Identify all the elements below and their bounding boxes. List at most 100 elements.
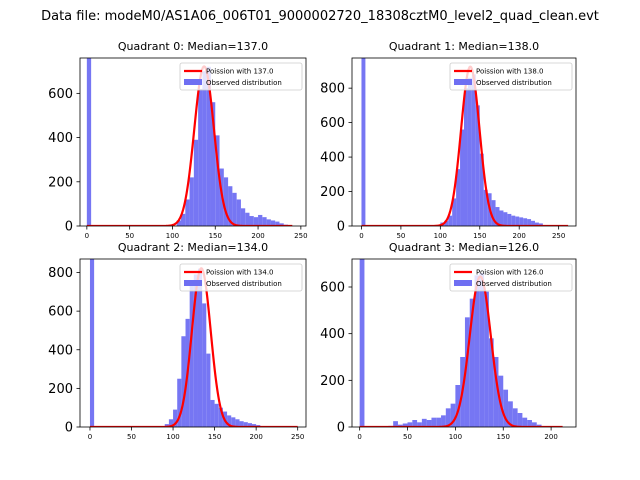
axes-frame: [79, 57, 307, 227]
histogram-bar: [450, 403, 456, 427]
x-tick-label: 50: [127, 433, 136, 441]
legend-bar-swatch: [454, 280, 472, 286]
histogram-bar: [202, 303, 207, 427]
legend-observed-label: Observed distribution: [206, 280, 282, 288]
histogram-bar: [431, 417, 437, 427]
legend-box: [179, 62, 303, 91]
histogram-bar: [206, 353, 211, 427]
x-tick-label: 100: [449, 433, 462, 441]
x-tick-label: 0: [357, 433, 361, 441]
legend-observed-label: Observed distribution: [206, 79, 282, 87]
histogram-bar: [177, 378, 182, 427]
legend: Poission with 134.0 Observed distribution: [179, 263, 303, 292]
legend-poisson-label: Poission with 126.0: [476, 269, 544, 277]
histogram-bar: [228, 186, 233, 226]
y-tick-label: 800: [48, 266, 73, 281]
histogram-bar: [393, 421, 398, 427]
y-tick-label: 400: [48, 343, 73, 358]
x-tick-label: 200: [249, 433, 262, 441]
histogram-bar: [270, 220, 276, 226]
quadrant-2-title: Quadrant 2: Median=134.0: [118, 241, 268, 254]
x-tick-label: 150: [497, 433, 510, 441]
histogram-bar: [441, 415, 446, 427]
y-tick-label: 600: [48, 87, 73, 102]
histogram-bar: [536, 424, 542, 427]
histogram-bar: [531, 220, 535, 226]
histogram-bar: [164, 424, 169, 427]
histogram-bar: [176, 220, 182, 226]
legend-poisson-label: Poission with 138.0: [476, 68, 544, 76]
histogram-bar: [460, 129, 464, 226]
histogram-bar: [464, 88, 468, 226]
histogram-bar: [193, 274, 198, 427]
x-tick-label: 100: [166, 433, 179, 441]
histogram-bar: [421, 418, 427, 427]
histogram-bar: [479, 153, 484, 226]
histogram-bar: [266, 219, 271, 226]
histogram-bar: [402, 423, 408, 427]
histogram-bar: [469, 298, 475, 427]
y-tick-label: 0: [65, 421, 73, 436]
histogram-bar: [279, 223, 284, 226]
x-tick-label: 150: [473, 232, 486, 240]
x-tick-label: 250: [291, 433, 304, 441]
histogram-bar: [397, 424, 403, 427]
histogram-bar: [426, 420, 432, 427]
histogram-bar: [511, 215, 516, 226]
x-tick-label: 100: [166, 232, 179, 240]
histogram-bar: [168, 419, 174, 427]
histogram-bar: [495, 207, 500, 226]
histogram-bar: [515, 216, 520, 226]
histogram-bar: [251, 424, 257, 427]
histogram-bar: [223, 177, 229, 226]
y-tick-label: 600: [48, 305, 73, 320]
quadrant-3-plot-area: [359, 259, 563, 427]
histogram-bar: [86, 58, 92, 226]
histogram-bar: [475, 105, 480, 226]
x-tick-label: 50: [403, 433, 412, 441]
y-tick-label: 600: [320, 116, 345, 131]
histogram-bar: [512, 408, 518, 427]
histogram-bar: [240, 208, 246, 226]
x-tick-label: 0: [88, 433, 92, 441]
x-tick-label: 100: [434, 232, 447, 240]
quadrant-1-panel: Quadrant 1: Median=138.0 0 50 100 150 200 250 0…: [320, 40, 577, 240]
histogram-bar: [417, 422, 422, 427]
y-tick-label: 0: [337, 421, 345, 436]
quadrant-3-title: Quadrant 3: Median=126.0: [389, 241, 539, 254]
histogram-bar: [517, 413, 523, 427]
quadrant-3-panel: Quadrant 3: Median=126.0 0 50 100 150 200 0 200…: [320, 241, 577, 441]
histogram-bar: [499, 210, 504, 226]
x-tick-label: 250: [294, 232, 307, 240]
legend-poisson-label: Poission with 134.0: [206, 269, 274, 277]
x-tick-label: 150: [208, 433, 221, 441]
histogram-bar: [247, 423, 252, 427]
histogram-bar: [474, 275, 480, 427]
quadrant-1-plot-area: [361, 58, 569, 226]
histogram-bar: [456, 169, 461, 226]
legend-poisson-label: Poission with 137.0: [206, 68, 274, 76]
y-tick-label: 200: [48, 175, 73, 190]
histogram-bar: [491, 200, 496, 226]
x-tick-label: 0: [359, 232, 363, 240]
histogram-bar: [245, 212, 250, 226]
histogram-bar: [232, 192, 237, 226]
legend-box: [179, 263, 303, 292]
legend-observed-label: Observed distribution: [476, 280, 552, 288]
x-tick-label: 250: [552, 232, 565, 240]
histogram-bar: [455, 385, 461, 427]
histogram-bar: [210, 399, 215, 427]
quadrant-1-title: Quadrant 1: Median=138.0: [389, 40, 539, 53]
y-tick-label: 400: [320, 151, 345, 166]
histogram-bar: [527, 420, 532, 427]
histogram-bar: [503, 212, 508, 226]
legend: Poission with 137.0 Observed distribution: [179, 62, 303, 91]
histogram-bar: [206, 66, 211, 226]
x-tick-label: 200: [251, 232, 264, 240]
y-tick-label: 0: [65, 220, 73, 235]
histogram-bar: [522, 417, 528, 427]
figure-suptitle: Data file: modeM0/AS1A06_006T01_90000027…: [41, 9, 599, 24]
legend-bar-swatch: [184, 280, 202, 286]
histogram-bar: [235, 419, 240, 427]
quadrant-2-plot-area: [89, 259, 298, 427]
